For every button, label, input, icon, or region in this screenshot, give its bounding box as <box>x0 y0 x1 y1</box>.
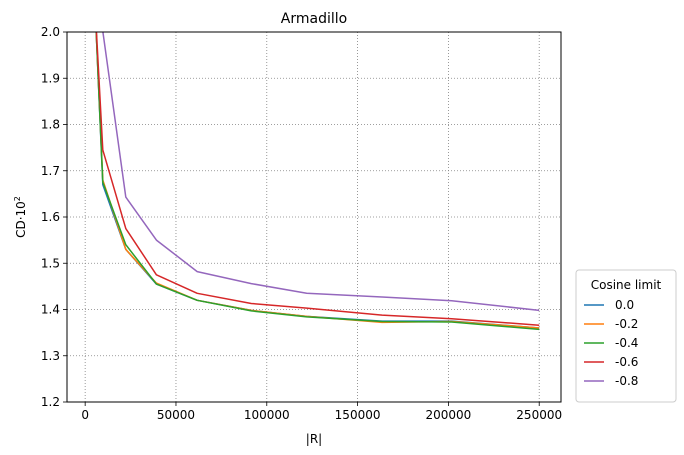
x-tick-label: 0 <box>81 408 89 422</box>
legend-label: -0.8 <box>615 374 638 388</box>
chart-title: Armadillo <box>281 11 347 27</box>
legend-box <box>575 269 677 403</box>
series-lines <box>95 32 540 331</box>
x-tick-label: 100000 <box>244 408 290 422</box>
series-line--0.8 <box>102 32 540 312</box>
y-tick-label: 1.6 <box>41 210 60 224</box>
grid <box>67 31 561 403</box>
y-tick-label: 1.4 <box>41 303 60 317</box>
ticks: 0 50000 100000 150000 200000 250000 1.2 1.3 1.4 1… <box>41 25 562 422</box>
y-tick-label: 1.9 <box>41 71 60 85</box>
y-tick-label: 1.7 <box>41 164 60 178</box>
y-tick-label: 1.3 <box>41 349 60 363</box>
x-tick-label: 150000 <box>335 408 381 422</box>
y-axis-label: CD·102 <box>13 196 28 238</box>
legend-label: -0.4 <box>615 336 638 350</box>
y-tick-label: 1.2 <box>41 395 60 409</box>
legend-title: Cosine limit <box>591 278 662 292</box>
x-tick-label: 250000 <box>516 408 562 422</box>
y-axis-label-base: CD·10 <box>14 201 28 238</box>
x-tick-label: 50000 <box>157 408 195 422</box>
legend: Cosine limit 0.0 -0.2 -0.4 -0.6 -0.8 <box>575 269 677 403</box>
series-line--0.2 <box>95 32 540 329</box>
y-axis-label-exponent: 2 <box>13 196 22 201</box>
series-line-0.0 <box>95 32 540 329</box>
x-axis-label: |R| <box>306 432 322 446</box>
y-tick-label: 1.5 <box>41 256 60 270</box>
legend-items: 0.0 -0.2 -0.4 -0.6 -0.8 <box>584 298 638 388</box>
y-tick-label: 1.8 <box>41 118 60 132</box>
legend-label: -0.6 <box>615 355 638 369</box>
x-tick-label: 200000 <box>425 408 471 422</box>
series-line--0.4 <box>95 32 540 331</box>
y-tick-label: 2.0 <box>41 25 60 39</box>
legend-label: -0.2 <box>615 317 638 331</box>
series-line--0.6 <box>95 32 540 326</box>
legend-label: 0.0 <box>615 298 634 312</box>
